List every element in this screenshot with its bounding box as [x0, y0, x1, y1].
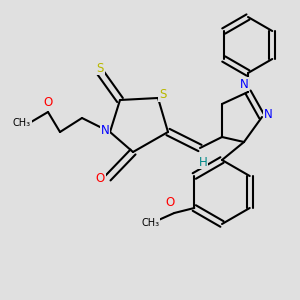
- Text: N: N: [264, 109, 272, 122]
- Text: O: O: [95, 172, 105, 184]
- Text: CH₃: CH₃: [141, 218, 159, 228]
- Text: N: N: [100, 124, 109, 136]
- Text: O: O: [166, 196, 175, 209]
- Text: O: O: [44, 95, 52, 109]
- Text: S: S: [96, 61, 104, 74]
- Text: N: N: [240, 77, 248, 91]
- Text: CH₃: CH₃: [13, 118, 31, 128]
- Text: S: S: [159, 88, 167, 101]
- Text: H: H: [199, 155, 207, 169]
